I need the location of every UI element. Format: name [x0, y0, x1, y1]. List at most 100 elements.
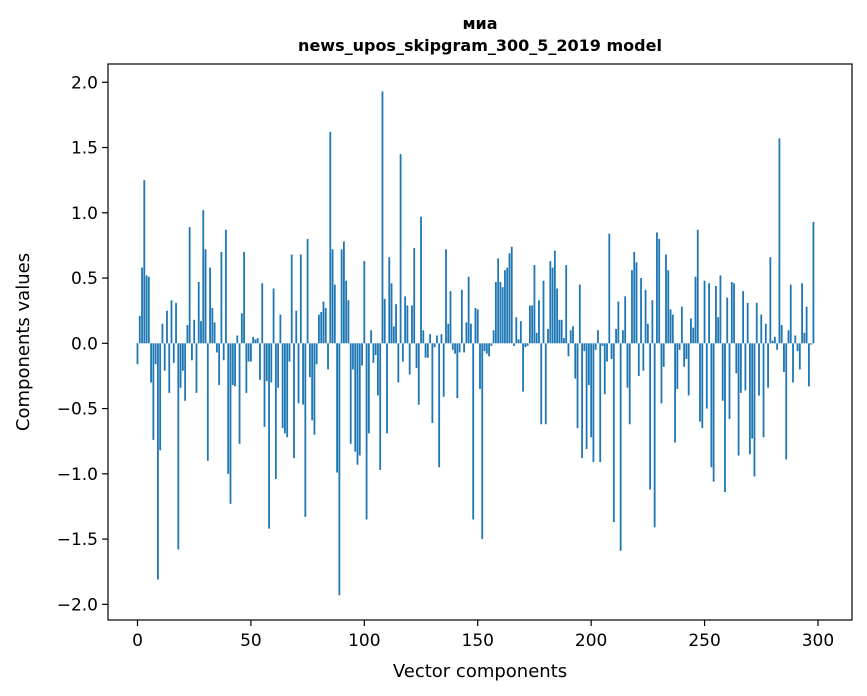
bar-160	[499, 281, 502, 344]
bar-54	[259, 343, 261, 380]
bar-285	[783, 343, 785, 373]
y-tick-label-4: 0.0	[71, 334, 98, 354]
bar-73	[302, 343, 304, 405]
bar-60	[272, 288, 275, 344]
bar-178	[540, 343, 543, 425]
bar-24	[191, 343, 193, 361]
bar-42	[231, 343, 234, 386]
bar-174	[531, 305, 534, 344]
bar-40	[227, 343, 230, 474]
bar-294	[803, 332, 806, 344]
bar-47	[243, 251, 245, 344]
x-tick-label-150: 150	[462, 631, 494, 651]
bar-210	[612, 343, 615, 523]
bar-260	[726, 297, 729, 344]
bar-200	[590, 343, 593, 438]
bar-273	[755, 302, 758, 344]
bar-293	[801, 283, 803, 344]
bar-72	[299, 254, 302, 344]
bar-227	[651, 300, 654, 344]
bar-167	[515, 317, 518, 344]
bar-158	[494, 281, 497, 344]
bar-57	[265, 343, 268, 382]
bar-149	[474, 308, 477, 344]
bar-25	[193, 319, 196, 344]
bar-16	[172, 343, 175, 363]
y-tick-label-5: 0.5	[71, 269, 98, 289]
bar-248	[699, 343, 701, 422]
bar-194	[576, 343, 579, 429]
bar-34	[213, 322, 216, 344]
y-tick-label-0: −2.0	[57, 595, 98, 615]
bar-115	[397, 343, 400, 383]
bar-170	[522, 343, 524, 392]
bar-230	[658, 238, 661, 344]
bar-267	[742, 291, 745, 344]
bar-177	[538, 300, 540, 344]
bar-143	[460, 289, 463, 344]
bar-271	[751, 343, 754, 439]
bar-159	[497, 258, 500, 344]
bar-132	[436, 335, 438, 344]
bar-36	[218, 343, 221, 386]
bar-43	[234, 343, 236, 387]
bar-250	[703, 280, 706, 344]
bar-46	[240, 313, 243, 344]
bar-8	[154, 343, 157, 365]
bar-120	[408, 343, 411, 375]
bar-87	[333, 284, 336, 344]
bar-231	[660, 343, 663, 404]
bar-292	[798, 343, 801, 370]
bar-19	[179, 343, 182, 388]
bar-107	[379, 343, 382, 470]
bar-37	[220, 251, 223, 344]
bar-2	[141, 267, 143, 344]
bar-21	[184, 343, 187, 401]
bar-193	[574, 343, 577, 379]
bar-259	[724, 343, 726, 493]
bar-6	[150, 343, 152, 383]
bar-215	[624, 296, 627, 344]
bar-254	[712, 343, 715, 482]
bar-289	[792, 343, 794, 383]
bar-192	[572, 326, 574, 344]
bar-29	[202, 210, 205, 344]
bar-5	[147, 276, 150, 344]
bar-90	[340, 249, 343, 344]
bar-269	[746, 302, 749, 344]
bar-155	[488, 343, 490, 357]
bar-181	[547, 328, 549, 344]
bar-123	[415, 343, 418, 369]
bar-249	[701, 343, 704, 429]
bar-291	[796, 343, 799, 352]
bar-27	[197, 281, 200, 344]
bar-71	[297, 343, 300, 404]
bar-125	[420, 216, 422, 344]
bar-146	[467, 276, 470, 344]
bar-98	[358, 343, 361, 456]
bar-298	[812, 221, 815, 344]
bar-59	[270, 343, 273, 383]
bar-10	[159, 343, 162, 451]
bar-179	[542, 280, 545, 344]
bar-38	[222, 343, 225, 361]
bar-223	[642, 343, 645, 371]
bar-136	[445, 249, 447, 344]
bar-49	[247, 343, 250, 362]
bar-18	[177, 343, 180, 550]
bar-282	[776, 343, 779, 350]
bar-251	[705, 343, 708, 409]
bar-85	[329, 131, 332, 344]
bar-137	[447, 323, 450, 344]
bar-130	[431, 343, 434, 423]
bar-168	[517, 339, 520, 344]
bar-270	[749, 343, 751, 455]
bar-189	[565, 265, 568, 344]
bar-20	[181, 343, 184, 371]
bar-163	[506, 267, 509, 344]
bar-290	[794, 335, 797, 344]
bar-30	[204, 249, 207, 344]
bar-219	[633, 251, 636, 344]
bar-162	[504, 270, 506, 344]
bar-4	[145, 275, 148, 344]
